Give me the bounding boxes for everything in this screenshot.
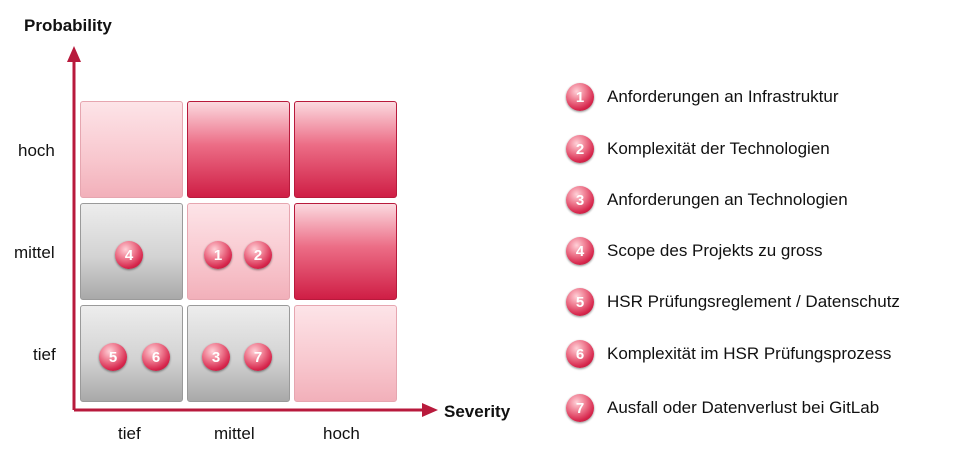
x-axis-title: Severity [444, 402, 511, 421]
legend-item: 6 Komplexität im HSR Prüfungsprozess [566, 339, 891, 369]
legend-text: Scope des Projekts zu gross [607, 241, 823, 260]
risk-badge-2: 2 [244, 241, 272, 269]
legend-item: 1 Anforderungen an Infrastruktur [566, 82, 839, 112]
legend-text: Komplexität im HSR Prüfungsprozess [607, 344, 892, 363]
cell-mittel-hoch [294, 203, 397, 300]
legend-item: 2 Komplexität der Technologien [566, 134, 830, 164]
x-label-mittel: mittel [214, 424, 255, 443]
cell-hoch-hoch [294, 101, 397, 198]
legend-badge-2: 2 [566, 135, 594, 163]
legend-item: 3 Anforderungen an Technologien [566, 185, 848, 215]
x-axis-arrowhead [422, 403, 438, 417]
legend-text: Anforderungen an Technologien [607, 190, 848, 209]
legend-badge-3: 3 [566, 186, 594, 214]
legend-badge-5: 5 [566, 288, 594, 316]
cell-tief-hoch [294, 305, 397, 402]
legend-text: Komplexität der Technologien [607, 139, 830, 158]
legend-badge-6: 6 [566, 340, 594, 368]
risk-badge-4: 4 [115, 241, 143, 269]
risk-badge-1: 1 [204, 241, 232, 269]
legend-item: 7 Ausfall oder Datenverlust bei GitLab [566, 393, 879, 423]
legend-item: 4 Scope des Projekts zu gross [566, 236, 822, 266]
y-label-hoch: hoch [18, 141, 55, 160]
legend-badge-7: 7 [566, 394, 594, 422]
x-label-hoch: hoch [323, 424, 360, 443]
y-label-mittel: mittel [14, 243, 55, 262]
y-axis-title: Probability [24, 16, 112, 35]
risk-badge-3: 3 [202, 343, 230, 371]
cell-hoch-tief [80, 101, 183, 198]
risk-badge-5: 5 [99, 343, 127, 371]
cell-hoch-mittel [187, 101, 290, 198]
legend-item: 5 HSR Prüfungsreglement / Datenschutz [566, 287, 900, 317]
cell-mittel-mittel [187, 203, 290, 300]
legend-text: HSR Prüfungsreglement / Datenschutz [607, 292, 900, 311]
risk-badge-7: 7 [244, 343, 272, 371]
y-axis-arrowhead [67, 46, 81, 62]
legend-badge-1: 1 [566, 83, 594, 111]
legend-text: Anforderungen an Infrastruktur [607, 87, 839, 106]
legend-badge-4: 4 [566, 237, 594, 265]
risk-badge-6: 6 [142, 343, 170, 371]
legend-text: Ausfall oder Datenverlust bei GitLab [607, 398, 880, 417]
x-label-tief: tief [118, 424, 141, 443]
y-label-tief: tief [33, 345, 56, 364]
